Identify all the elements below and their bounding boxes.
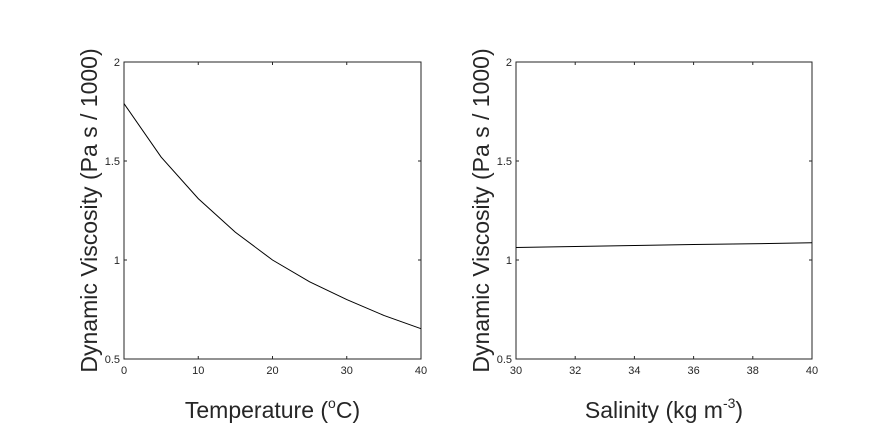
x-axis-label-text: Temperature ( xyxy=(185,397,329,423)
x-axis-label-text-end: ) xyxy=(735,397,743,423)
x-tick-label: 10 xyxy=(192,365,204,377)
series-line xyxy=(123,103,422,330)
x-tick-label: 30 xyxy=(510,365,522,377)
chart-2: 30 32 34 36 38 40 0.5 1 1.5 2 Salinity (kg m-3) Dyn… xyxy=(468,48,818,423)
plot-area xyxy=(123,61,422,360)
x-axis-label-superscript: -3 xyxy=(723,395,736,411)
x-tick-label: 36 xyxy=(687,365,699,377)
x-tick-label: 40 xyxy=(806,365,818,377)
y-axis-label: Dynamic Viscosity (Pa s / 1000) xyxy=(76,48,102,372)
series-line xyxy=(515,242,813,249)
y-tick-label: 0.5 xyxy=(497,354,512,366)
plot-area xyxy=(515,61,813,360)
x-axis-label: Temperature (oC) xyxy=(185,395,360,423)
y-tick-label: 1 xyxy=(506,255,512,267)
x-tick-label: 32 xyxy=(569,365,581,377)
x-tick-label: 20 xyxy=(266,365,278,377)
y-tick-label: 1.5 xyxy=(105,156,120,168)
x-tick-label: 40 xyxy=(415,365,427,377)
chart-1: 0 10 20 30 40 0.5 1 1.5 2 Temperature (oC) Dynamic… xyxy=(76,48,427,423)
x-axis-label-superscript: o xyxy=(328,395,336,411)
x-axis-label-text-end: C) xyxy=(336,397,360,423)
y-tick-label: 1 xyxy=(114,255,120,267)
x-tick-label: 0 xyxy=(121,365,127,377)
x-axis-label-text: Salinity (kg m xyxy=(585,397,723,423)
y-tick-label: 1.5 xyxy=(497,156,512,168)
y-tick-label: 0.5 xyxy=(105,354,120,366)
y-tick-label: 2 xyxy=(506,57,512,69)
x-tick-label: 30 xyxy=(341,365,353,377)
y-tick-label: 2 xyxy=(114,57,120,69)
x-tick-label: 38 xyxy=(747,365,759,377)
x-tick-label: 34 xyxy=(628,365,640,377)
y-axis-label: Dynamic Viscosity (Pa s / 1000) xyxy=(468,48,494,372)
x-axis-label: Salinity (kg m-3) xyxy=(585,395,743,423)
